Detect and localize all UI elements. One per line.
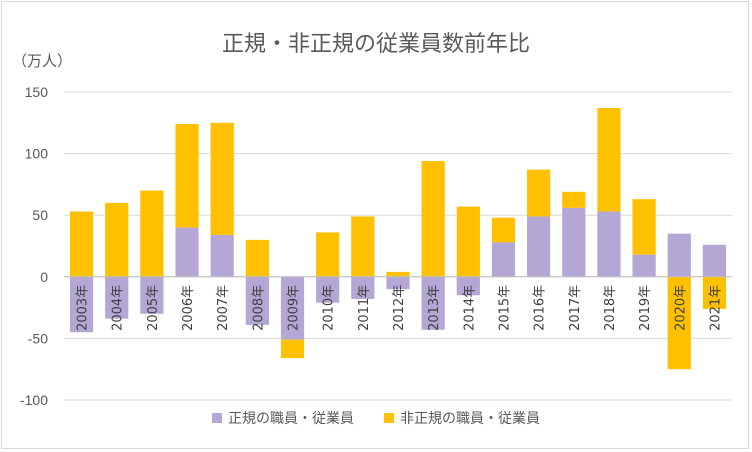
bar-regular: [175, 227, 199, 277]
bar-nonregular: [527, 169, 551, 217]
bar-nonregular: [316, 232, 340, 277]
bar-nonregular: [632, 199, 656, 255]
x-category-label: 2020年: [673, 285, 688, 331]
x-category-label: 2016年: [533, 285, 548, 331]
x-category-label: 2018年: [603, 285, 618, 331]
bar-nonregular: [597, 108, 621, 212]
bar-regular: [527, 216, 551, 277]
x-category-label: 2019年: [638, 285, 653, 331]
bar-nonregular: [245, 239, 269, 277]
y-tick-label: 0: [40, 269, 48, 285]
legend-label-regular: 正規の職員・従業員: [228, 411, 354, 427]
bar-regular: [597, 211, 621, 277]
y-axis-unit-label: （万人）: [12, 52, 73, 70]
bar-regular: [702, 244, 727, 277]
x-category-label: 2007年: [216, 285, 231, 331]
legend-label-nonregular: 非正規の職員・従業員: [400, 411, 540, 427]
x-category-label: 2015年: [497, 285, 512, 331]
bar-nonregular: [69, 211, 94, 277]
bar-regular: [245, 276, 269, 325]
bar-nonregular: [140, 190, 164, 277]
y-tick-label: 150: [25, 84, 49, 100]
x-category-label: 2008年: [251, 285, 266, 331]
bar-nonregular: [175, 124, 199, 228]
bar-nonregular: [386, 271, 410, 277]
bar-regular: [280, 276, 305, 340]
legend-item-nonregular: 非正規の職員・従業員: [384, 408, 540, 428]
bar-nonregular: [456, 206, 480, 277]
y-tick-label: 50: [32, 207, 48, 223]
bar-regular: [386, 276, 410, 290]
y-tick-label: -50: [28, 330, 48, 346]
bar-regular: [667, 233, 691, 277]
legend-swatch-regular: [212, 413, 222, 423]
bar-regular: [105, 276, 129, 319]
x-category-label: 2006年: [181, 285, 196, 331]
legend: 正規の職員・従業員 非正規の職員・従業員: [0, 408, 752, 428]
bar-regular: [210, 234, 234, 277]
bar-regular: [491, 242, 516, 277]
bar-regular: [140, 276, 164, 314]
x-category-label: 2021年: [708, 285, 723, 331]
x-category-label: 2012年: [392, 285, 407, 331]
y-tick-label: -100: [20, 392, 48, 408]
bar-nonregular: [210, 122, 234, 235]
bar-nonregular: [562, 191, 586, 208]
x-category-label: 2009年: [287, 285, 302, 331]
bar-regular: [562, 207, 586, 277]
bar-nonregular: [105, 202, 129, 277]
x-category-label: 2013年: [427, 285, 442, 331]
legend-item-regular: 正規の職員・従業員: [212, 408, 354, 428]
y-tick-label: 100: [25, 146, 49, 162]
bar-nonregular: [351, 216, 375, 277]
bar-regular: [69, 276, 94, 333]
x-category-label: 2010年: [322, 285, 337, 331]
legend-swatch-nonregular: [384, 413, 394, 423]
bar-nonregular: [667, 276, 691, 370]
bar-regular: [632, 254, 656, 277]
bar-regular: [421, 276, 445, 330]
bar-regular: [316, 276, 340, 303]
bar-nonregular: [280, 339, 305, 359]
x-category-label: 2004年: [111, 285, 126, 331]
x-category-label: 2003年: [76, 285, 91, 331]
bar-nonregular: [491, 217, 516, 243]
x-category-label: 2005年: [146, 285, 161, 331]
bar-nonregular: [702, 276, 727, 309]
x-category-label: 2011年: [357, 285, 372, 331]
chart-title: 正規・非正規の従業員数前年比: [221, 32, 530, 57]
bar-nonregular: [421, 160, 445, 277]
x-category-label: 2017年: [568, 285, 583, 331]
x-category-label: 2014年: [462, 285, 477, 331]
bar-regular: [456, 276, 480, 296]
bar-regular: [351, 276, 375, 299]
